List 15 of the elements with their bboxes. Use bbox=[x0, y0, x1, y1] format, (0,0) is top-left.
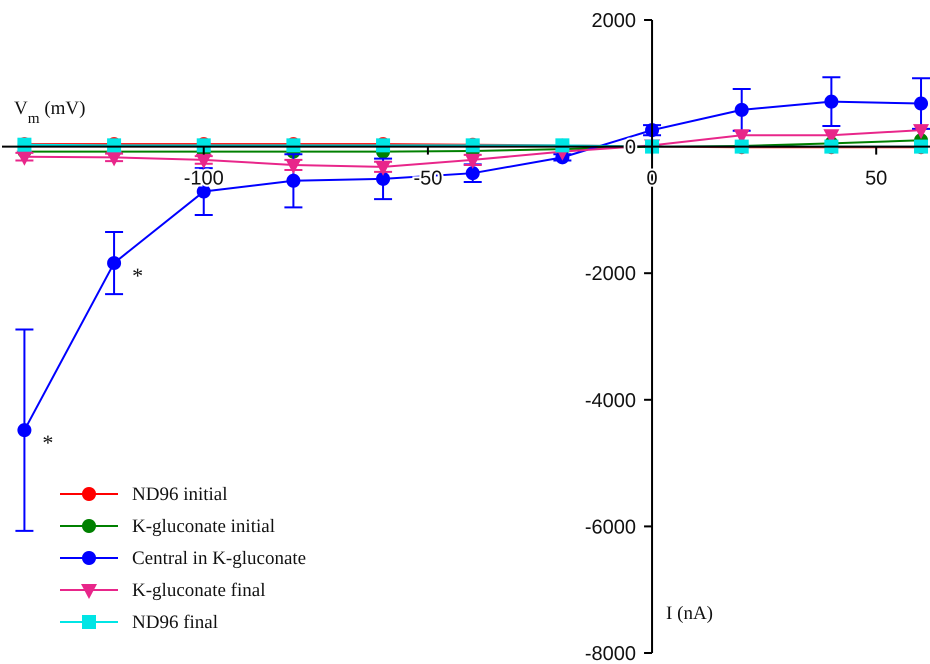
x-axis-title: I (nA) bbox=[666, 603, 713, 624]
legend-label: K-gluconate initial bbox=[132, 516, 275, 537]
x-tick-label: 50 bbox=[865, 168, 888, 190]
legend-label: Central in K-gluconate bbox=[132, 548, 306, 569]
y-axis-title: V$_{m}$ (mV) bbox=[14, 98, 86, 126]
y-tick-label: -2000 bbox=[584, 263, 636, 286]
y-tick-label: 2000 bbox=[592, 10, 636, 32]
y-tick-label: -8000 bbox=[584, 643, 636, 664]
y-tick-label: -6000 bbox=[584, 516, 636, 538]
annotation: * bbox=[132, 263, 144, 288]
legend-label: K-gluconate final bbox=[132, 580, 266, 601]
y-tick-label: -4000 bbox=[584, 390, 636, 412]
legend-label: ND96 initial bbox=[132, 484, 228, 505]
legend-label: ND96 final bbox=[132, 612, 218, 633]
annotation: * bbox=[42, 430, 54, 456]
